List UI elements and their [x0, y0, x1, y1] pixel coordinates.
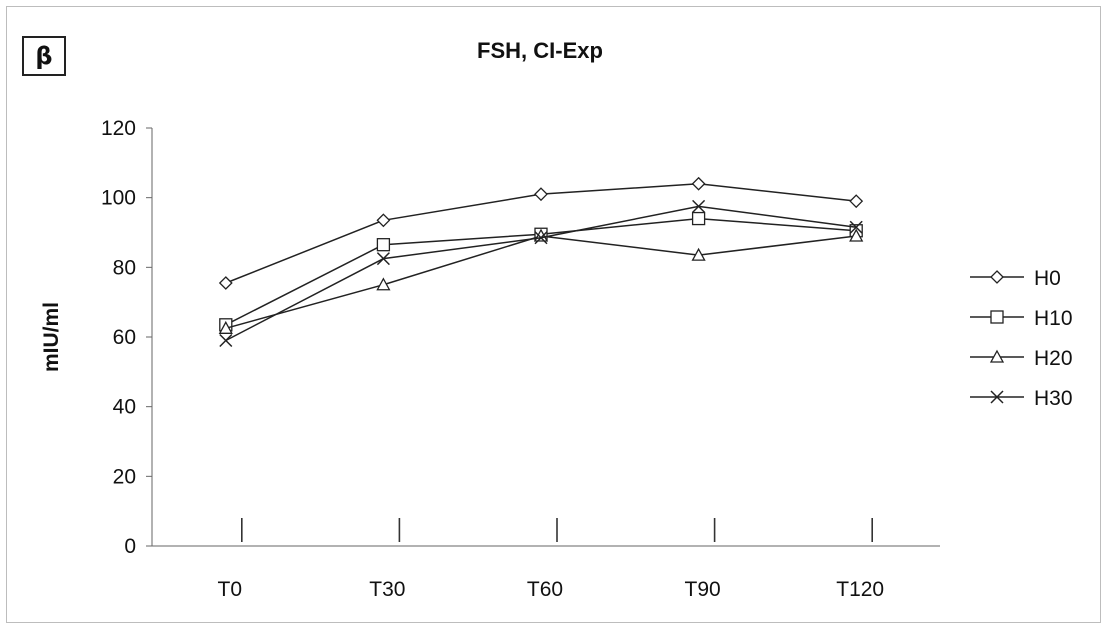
panel-label: β [22, 36, 66, 76]
data-point [218, 320, 233, 334]
data-point [534, 187, 548, 202]
y-tick-label: 40 [113, 396, 136, 419]
x-tick-label: T0 [218, 578, 243, 601]
data-point [376, 277, 391, 291]
data-point [376, 238, 391, 252]
series-h20 [218, 228, 864, 334]
data-point [219, 333, 233, 348]
y-tick-label: 80 [113, 256, 136, 279]
y-tick-label: 60 [113, 326, 136, 349]
x-tick-label: T30 [369, 578, 405, 601]
legend-label: H10 [1034, 307, 1073, 330]
data-point [691, 247, 706, 261]
y-tick-label: 120 [101, 117, 136, 140]
legend: H0 H10 H20 H30 [970, 267, 1073, 410]
x-marker-stroke [376, 252, 390, 266]
y-tick-label: 0 [124, 535, 136, 558]
y-tick-label: 100 [101, 187, 136, 210]
legend-item-h30: H30 [970, 387, 1073, 410]
series-line [225, 205, 857, 342]
x-marker-stroke [849, 220, 863, 234]
legend-item-h10: H10 [970, 307, 1073, 330]
series-h30 [219, 199, 863, 348]
legend-marker [990, 310, 1004, 324]
data-point [691, 211, 706, 226]
data-point [376, 213, 391, 228]
y-tick-label: 20 [113, 465, 136, 488]
x-tick-label: T120 [836, 578, 884, 601]
x-marker-stroke [990, 390, 1004, 404]
legend-label: H20 [1034, 347, 1073, 370]
data-point [376, 252, 390, 266]
series-h0 [218, 176, 864, 290]
x-tick-label: T90 [685, 578, 721, 601]
legend-marker [989, 349, 1005, 363]
x-tick-label: T60 [527, 578, 563, 601]
chart-title: FSH, CI-Exp [477, 38, 603, 63]
data-point [849, 194, 864, 209]
y-axis-label: mIU/ml [40, 302, 63, 372]
legend-label: H30 [1034, 387, 1073, 410]
data-point [692, 199, 706, 213]
x-marker-stroke [534, 231, 548, 245]
data-point [534, 231, 548, 245]
legend-marker [990, 270, 1004, 284]
data-point [849, 228, 864, 242]
legend-marker [990, 390, 1004, 404]
chart-frame [6, 6, 1101, 623]
axes: 0 20 40 60 80 100 120 T0 T30 T60 T90 T120 [101, 117, 940, 601]
series-line [225, 235, 857, 330]
x-marker-stroke [692, 199, 706, 213]
data-point [691, 176, 706, 191]
data-point [849, 220, 863, 234]
series-layer [218, 176, 864, 348]
legend-label: H0 [1034, 267, 1061, 290]
legend-item-h20: H20 [970, 347, 1073, 370]
data-point [218, 276, 233, 290]
legend-item-h0: H0 [970, 267, 1061, 290]
x-marker-stroke [219, 333, 233, 348]
